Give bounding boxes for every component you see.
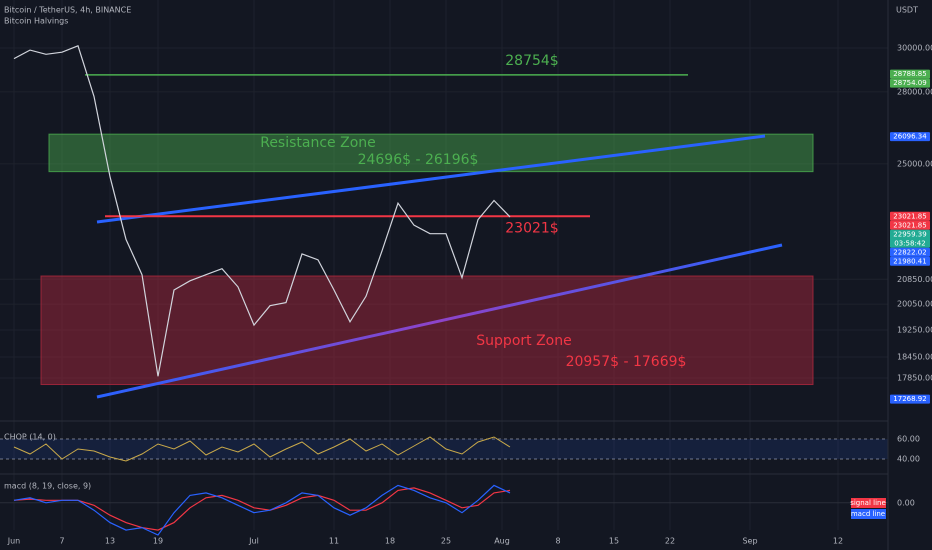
legend-swatch (851, 498, 886, 508)
zone-range: 24696$ - 26196$ (358, 152, 479, 168)
x-tick-label: Aug (494, 537, 510, 546)
price-badge-label: 22822.02 (893, 248, 926, 256)
x-tick-label: 18 (385, 537, 395, 546)
legend-swatch (851, 509, 886, 519)
price-badge-label: 23021.85 (893, 212, 926, 220)
x-tick-label: 22 (665, 537, 675, 546)
price-badge-label: 17268.92 (893, 395, 926, 403)
x-tick-label: 11 (329, 537, 339, 546)
price-badge-label: 23021.85 (893, 221, 926, 229)
x-tick-label: 13 (105, 537, 115, 546)
price-badge (890, 69, 930, 79)
x-tick-label: 15 (609, 537, 619, 546)
x-tick-label: 7 (59, 537, 64, 546)
price-badge (890, 247, 930, 257)
price-badge-label: 22959.39 (893, 230, 926, 238)
countdown: 03:58:42 (894, 239, 925, 247)
indicator-title: Bitcoin Halvings (4, 17, 68, 26)
x-tick-label: 8 (555, 537, 560, 546)
zone-range: 20957$ - 17669$ (566, 354, 687, 370)
price-badge (890, 229, 930, 248)
y-tick-label: 20850.00 (897, 275, 932, 284)
legend-label: macd line (851, 510, 885, 518)
chop-title: CHOP (14, 0) (4, 433, 56, 442)
price-badge-label: 28754.09 (893, 79, 926, 87)
x-tick-label: 19 (153, 537, 163, 546)
chop-tick-label: 40.00 (897, 455, 920, 464)
price-badge (890, 394, 930, 404)
price-badge (890, 132, 930, 142)
x-tick-label: Jul (248, 537, 259, 546)
price-badge (890, 78, 930, 88)
y-tick-label: 19250.00 (897, 326, 932, 335)
x-tick-label: 12 (833, 537, 843, 546)
price-badge (890, 211, 930, 221)
price-badge (890, 256, 930, 266)
y-tick-label: 20050.00 (897, 300, 932, 309)
x-tick-label: Jun (7, 537, 21, 546)
zone-name: Support Zone (476, 333, 571, 349)
macd-series (13, 487, 511, 531)
level-label: 23021$ (505, 220, 558, 236)
chop-tick-label: 60.00 (897, 435, 920, 444)
y-tick-label: 25000.00 (897, 159, 932, 168)
macd-tick-label: 0.00 (897, 498, 915, 507)
macd-series (13, 484, 511, 536)
x-tick-label: 25 (441, 537, 451, 546)
lower-trendline (96, 243, 783, 399)
price-badge-label: 26096.34 (893, 133, 927, 141)
zone (48, 133, 814, 173)
y-tick-label: 30000.00 (897, 43, 932, 52)
price-line (13, 45, 511, 377)
y-tick-label: 28000.00 (897, 87, 932, 96)
zone-name: Resistance Zone (260, 135, 376, 151)
y-tick-label: 17850.00 (897, 374, 932, 383)
y-tick-label: 18450.00 (897, 353, 932, 362)
legend-label: signal line (850, 499, 886, 507)
chop-band (0, 439, 888, 459)
price-badge (890, 220, 930, 230)
zone (40, 275, 814, 386)
currency: USDT (896, 6, 918, 15)
x-tick-label: Sep (742, 537, 757, 546)
level-label: 28754$ (505, 53, 558, 69)
price-badge-label: 21980.41 (893, 257, 926, 265)
symbol-title: Bitcoin / TetherUS, 4h, BINANCE (4, 6, 131, 15)
macd-title: macd (8, 19, close, 9) (4, 482, 91, 491)
upper-trendline (96, 134, 766, 224)
price-badge-label: 28788.85 (893, 70, 926, 78)
chop-line (13, 436, 511, 462)
